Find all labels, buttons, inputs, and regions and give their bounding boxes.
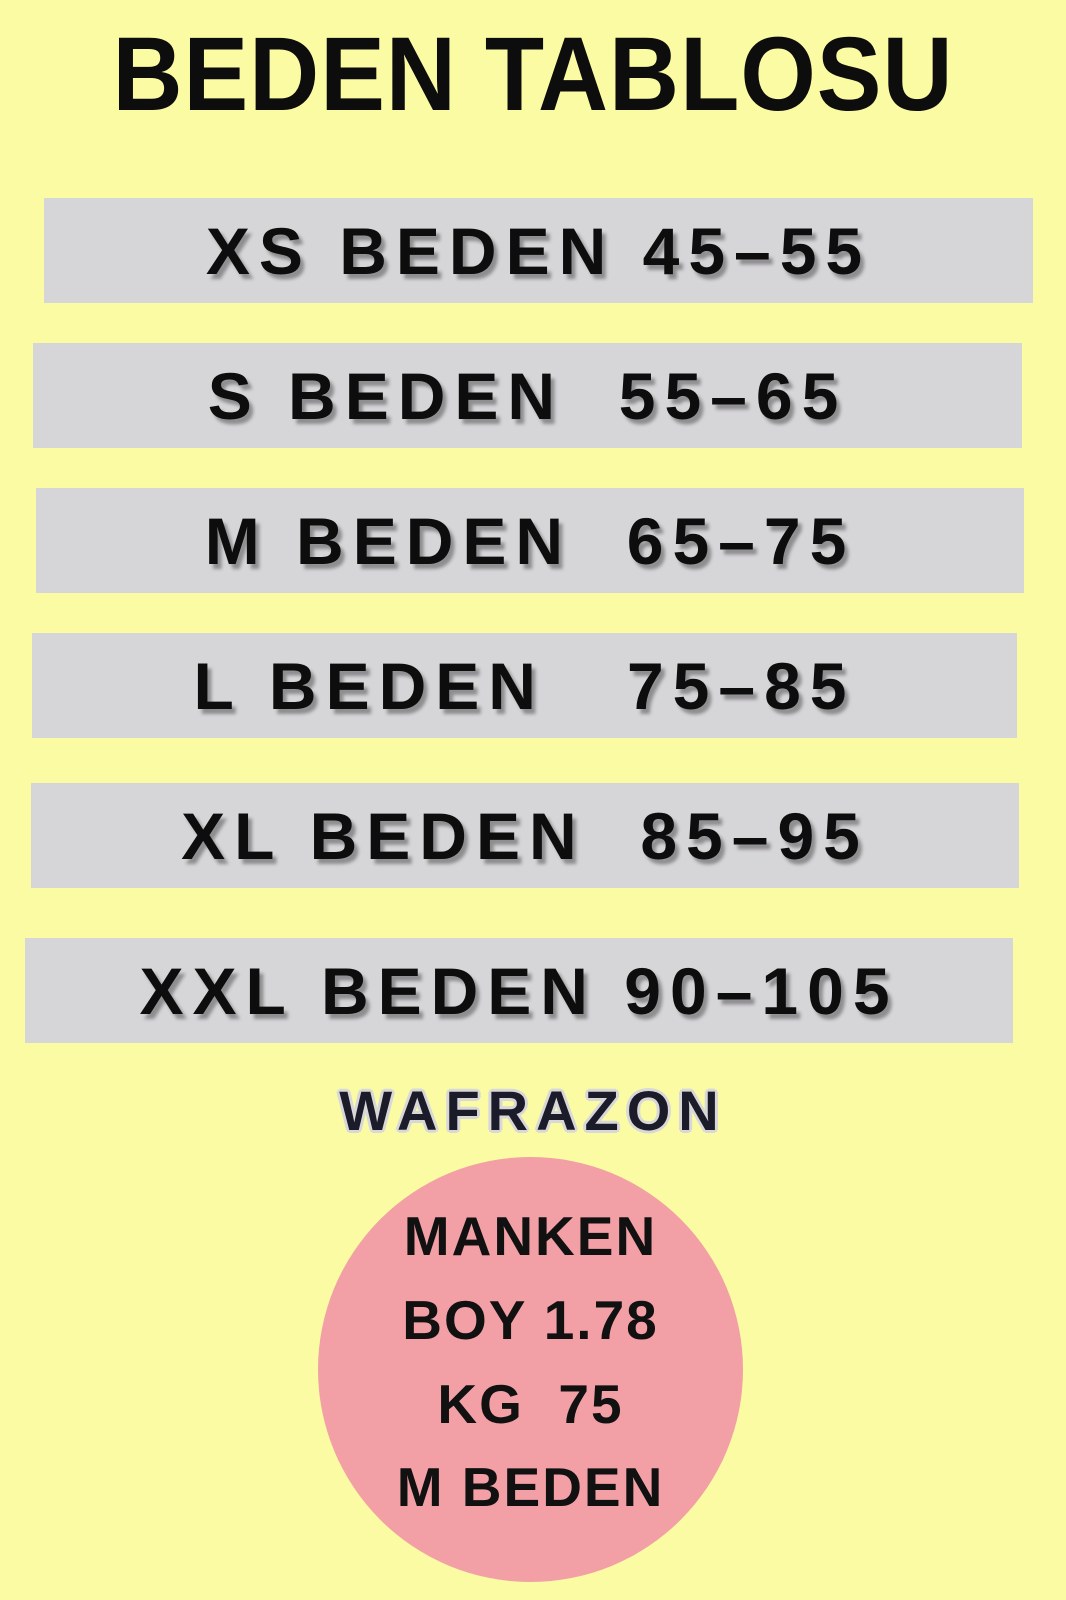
model-info-line-height: BOY 1.78 — [402, 1288, 659, 1351]
size-row-s: S BEDEN 55–65 — [33, 343, 1022, 448]
model-info-line-size: M BEDEN — [396, 1456, 665, 1519]
size-row-label: XXL BEDEN 90–105 — [139, 953, 899, 1028]
size-row-label: M BEDEN 65–75 — [204, 503, 856, 578]
brand-wordmark: WAFRAZON — [339, 1079, 727, 1142]
size-row-m: M BEDEN 65–75 — [36, 488, 1024, 593]
size-row-label: XS BEDEN 45–55 — [205, 213, 872, 288]
model-info-line-weight: KG 75 — [437, 1372, 624, 1435]
size-row-label: XL BEDEN 85–95 — [181, 798, 869, 873]
page-title: BEDEN TABLOSU — [112, 15, 954, 133]
size-row-l: L BEDEN 75–85 — [32, 633, 1017, 738]
size-row-xs: XS BEDEN 45–55 — [44, 198, 1033, 303]
model-info-line-manken: MANKEN — [403, 1205, 658, 1268]
model-info-circle: MANKEN BOY 1.78 KG 75 M BEDEN — [318, 1157, 743, 1582]
size-row-label: L BEDEN 75–85 — [193, 648, 856, 723]
size-row-xl: XL BEDEN 85–95 — [31, 783, 1019, 888]
size-row-label: S BEDEN 55–65 — [207, 358, 848, 433]
size-row-xxl: XXL BEDEN 90–105 — [25, 938, 1013, 1043]
